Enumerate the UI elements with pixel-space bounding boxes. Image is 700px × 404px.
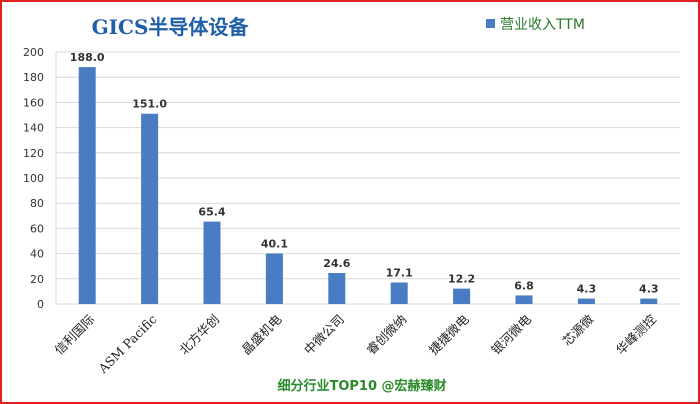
x-tick-label: 捷捷微电 (426, 311, 472, 357)
bar (515, 295, 533, 304)
bars (78, 67, 658, 305)
bar (640, 298, 658, 304)
bar (577, 298, 595, 304)
legend-swatch (486, 19, 495, 28)
x-tick-label: 中微公司 (301, 312, 347, 358)
y-tick-label: 100 (23, 172, 44, 185)
bar (390, 282, 408, 304)
bar-value-label: 17.1 (386, 266, 413, 279)
x-tick-label: 芯源微 (559, 311, 596, 348)
bar (453, 288, 471, 304)
bar (78, 67, 96, 305)
x-tick-label: 北方华创 (176, 312, 222, 358)
y-tick-label: 140 (23, 122, 44, 135)
y-tick-label: 20 (30, 273, 44, 286)
y-tick-label: 200 (23, 46, 44, 59)
x-tick-label: 睿创微纳 (363, 312, 409, 358)
y-tick-label: 120 (23, 147, 44, 160)
bar-value-label: 24.6 (323, 257, 350, 270)
y-tick-label: 160 (23, 96, 44, 109)
bar (328, 273, 346, 304)
x-tick-label: 银河微电 (488, 311, 534, 357)
x-tick-label: 晶盛机电 (239, 311, 285, 357)
y-tick-label: 0 (37, 298, 44, 311)
y-tick-label: 60 (30, 222, 44, 235)
value-labels: 188.0 151.0 65.4 40.1 24.6 17.1 12.2 6.8 4.3 4.3 (70, 51, 659, 295)
bar-value-label: 151.0 (132, 98, 167, 111)
x-tick-label: 华峰测控 (613, 311, 659, 357)
x-axis-labels: 信利国际ASM Pacific 北方华创 晶盛机电 中微公司 睿创微纳 捷捷微电 银河微电芯… (51, 311, 659, 376)
x-tick-label: ASM Pacific (95, 312, 160, 377)
bar-value-label: 65.4 (198, 206, 225, 219)
bar (265, 253, 283, 304)
bar-value-label: 12.2 (448, 273, 475, 286)
bar-value-label: 4.3 (639, 283, 659, 296)
bar (203, 221, 221, 304)
y-tick-label: 80 (30, 197, 44, 210)
bar-value-label: 188.0 (70, 51, 105, 64)
y-tick-label: 180 (23, 71, 44, 84)
x-tick-label: 信利国际 (51, 312, 97, 358)
bar-value-label: 6.8 (514, 279, 534, 292)
footer-caption: 细分行业TOP10 @宏赫臻财 (277, 378, 446, 394)
bar-value-label: 4.3 (577, 283, 597, 296)
grid (56, 51, 680, 305)
legend-label: 营业收入TTM (500, 17, 585, 33)
y-axis: 0 20 40 60 80 100 120 140 160 180 200 (23, 46, 57, 311)
bar-value-label: 40.1 (261, 237, 288, 250)
chart-title: GICS半导体设备 (92, 15, 250, 39)
legend: 营业收入TTM (486, 17, 585, 33)
y-tick-label: 40 (30, 248, 44, 261)
bar (141, 113, 159, 305)
